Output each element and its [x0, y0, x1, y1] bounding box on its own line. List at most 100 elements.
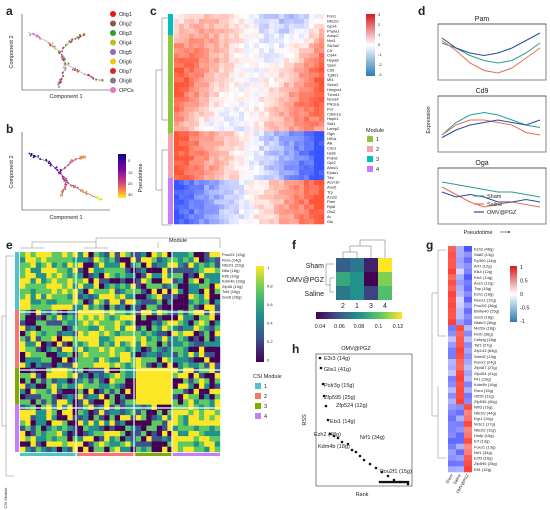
panel-c-cell [189, 194, 195, 200]
panel-e-cell [188, 309, 194, 316]
panel-e-cell [77, 299, 84, 305]
panel-c-cell [224, 126, 230, 132]
panel-g-gene-label: Rora (15g) [474, 388, 494, 393]
panel-c-cell [194, 106, 200, 112]
panel-c-cell [184, 14, 190, 20]
panel-g-gene-label: Zfp595 (25g) [474, 461, 498, 466]
panel-e-cell [135, 441, 142, 447]
panel-c-cell [179, 145, 185, 152]
panel-e-cell [183, 257, 189, 263]
panel-e-cell [77, 315, 84, 321]
panel-c-cell [249, 67, 255, 73]
panel-g-col-label: Sham [444, 472, 454, 484]
panel-e-cell [67, 320, 73, 326]
panel-c-cell [274, 170, 280, 176]
panel-c-cell [224, 57, 230, 64]
panel-e-cell [83, 288, 89, 295]
panel-a-point [74, 67, 77, 69]
panel-e-cell [151, 320, 158, 326]
panel-e-cell [141, 430, 147, 437]
panel-c-cb-tick: -2 [378, 62, 382, 67]
panel-e-cell [93, 430, 100, 437]
panel-c-cell [309, 175, 315, 181]
panel-c-cell [289, 175, 295, 181]
panel-e-cell [188, 288, 194, 295]
panel-c-cell [204, 150, 210, 156]
panel-c-cell [279, 38, 285, 44]
panel-c-cell [184, 53, 190, 59]
panel-e-cell [77, 357, 84, 363]
panel-e-cell [151, 336, 158, 342]
panel-e-cell [204, 352, 210, 358]
panel-e-cell [146, 436, 152, 442]
panel-e-module-label: 2 [264, 394, 267, 400]
panel-c-gene-label: Tfrc [327, 175, 334, 180]
panel-e-cell [130, 425, 136, 432]
panel-b-point [55, 166, 58, 169]
panel-b-point [49, 164, 52, 167]
panel-c-cell [314, 136, 320, 142]
panel-c-cell [269, 38, 275, 44]
panel-e-cell [109, 299, 115, 305]
panel-c-cell [174, 57, 180, 64]
panel-e-cell [62, 404, 68, 411]
panel-c-cell [289, 180, 295, 186]
panel-e-cell [183, 288, 189, 295]
panel-e-cell [183, 399, 189, 405]
panel-c-cell [294, 155, 300, 161]
panel-e-row-label: Nfia (18g) [222, 268, 240, 273]
panel-e-cell [162, 278, 168, 284]
panel-e-cell [204, 446, 210, 453]
panel-c-cell [179, 77, 185, 83]
panel-c-cell [199, 160, 205, 166]
panel-c-cell [314, 87, 320, 93]
panel-c-cell [244, 14, 250, 20]
panel-a-legend-label: OPCs [119, 88, 134, 94]
panel-c-cell [194, 38, 200, 44]
panel-e-cell [88, 394, 94, 400]
panel-e-cell [93, 330, 100, 337]
panel-c-cell [194, 184, 200, 191]
panel-b-point [77, 186, 79, 189]
panel-e-cell [135, 341, 142, 347]
panel-a-point [61, 72, 64, 74]
panel-e-cell [167, 330, 173, 337]
panel-e-cell [46, 304, 52, 311]
panel-e-cell [83, 304, 89, 311]
panel-c-cell [209, 155, 215, 161]
panel-e-cell [135, 336, 142, 342]
panel-e-cell [77, 362, 84, 368]
panel-e-cell [214, 409, 221, 416]
panel-e-cell [114, 252, 121, 258]
panel-c-cell [274, 189, 280, 195]
panel-c-cell [299, 33, 305, 39]
panel-c-cell [189, 97, 195, 103]
panel-e-cell [151, 278, 158, 284]
panel-b-point [64, 186, 67, 189]
panel-e-cell [135, 373, 142, 379]
panel-e-cell [120, 252, 126, 258]
panel-e-cell [83, 336, 89, 342]
panel-c-gene-label: Cd9 [327, 67, 335, 72]
panel-e-cell [46, 383, 52, 390]
panel-f-colorbar-ticks: 0.04 0.06 0.08 0.1 0.12 [315, 324, 404, 330]
panel-e-cell [177, 420, 184, 426]
panel-c-cell [174, 160, 180, 166]
panel-e-cell [62, 267, 68, 274]
panel-c-cell [269, 48, 275, 54]
panel-c-cell [229, 33, 235, 39]
panel-e-cell [104, 399, 110, 405]
panel-e-cell [83, 273, 89, 279]
panel-e-cell [46, 315, 52, 321]
panel-c-cell [319, 92, 325, 98]
panel-h-point [358, 454, 362, 458]
panel-c-cell [249, 23, 255, 29]
panel-e-cell [193, 362, 200, 368]
panel-e-cell [167, 346, 173, 353]
panel-g-cb-tick: 0 [520, 292, 523, 298]
panel-c-cell [264, 33, 270, 39]
panel-c-gene-label: Mt1 [327, 77, 334, 82]
panel-h-point [368, 462, 372, 466]
panel-e-cell [41, 283, 47, 290]
panel-c-cell [214, 28, 220, 34]
